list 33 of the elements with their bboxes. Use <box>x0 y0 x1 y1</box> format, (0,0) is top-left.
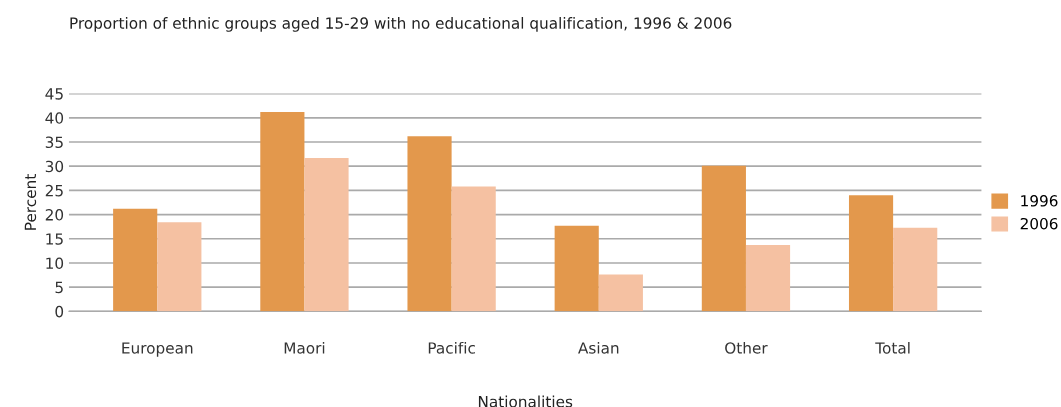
x-tick-label: Total <box>875 341 910 354</box>
legend-label: 2006 <box>1020 217 1058 230</box>
bar <box>113 208 158 312</box>
y-tick-label: 25 <box>45 184 63 197</box>
y-tick-label: 0 <box>55 305 64 318</box>
bar <box>451 186 496 312</box>
y-tick-label: 15 <box>46 233 63 245</box>
bar <box>304 157 349 312</box>
y-axis-title: Percent <box>24 174 37 230</box>
bar <box>598 274 643 312</box>
bar <box>848 195 894 312</box>
x-tick-label: Pacific <box>428 341 475 354</box>
legend-label: 1996 <box>1021 195 1058 207</box>
y-tick-label: 10 <box>46 257 64 269</box>
y-tick-label: 45 <box>45 88 63 100</box>
bar <box>745 245 791 312</box>
x-tick-label: Other <box>725 341 768 354</box>
x-tick-label: European <box>122 342 193 357</box>
bar <box>554 225 599 312</box>
x-axis-title: Nationalities <box>478 395 573 407</box>
y-tick-label: 40 <box>45 112 64 124</box>
y-tick-label: 30 <box>45 160 64 173</box>
y-tick-label: 20 <box>45 209 64 221</box>
bar <box>893 227 938 312</box>
chart-title: Proportion of ethnic groups aged 15-29 with no educational qualification, 1996 & 2006 <box>70 17 732 32</box>
y-tick-label: 35 <box>45 136 63 149</box>
x-tick-label: Asian <box>578 341 619 354</box>
bar <box>260 112 305 312</box>
bar <box>701 165 746 312</box>
y-tick-label: 5 <box>55 281 63 294</box>
bar <box>407 136 452 312</box>
bar <box>157 222 202 312</box>
x-tick-label: Maori <box>284 341 325 354</box>
